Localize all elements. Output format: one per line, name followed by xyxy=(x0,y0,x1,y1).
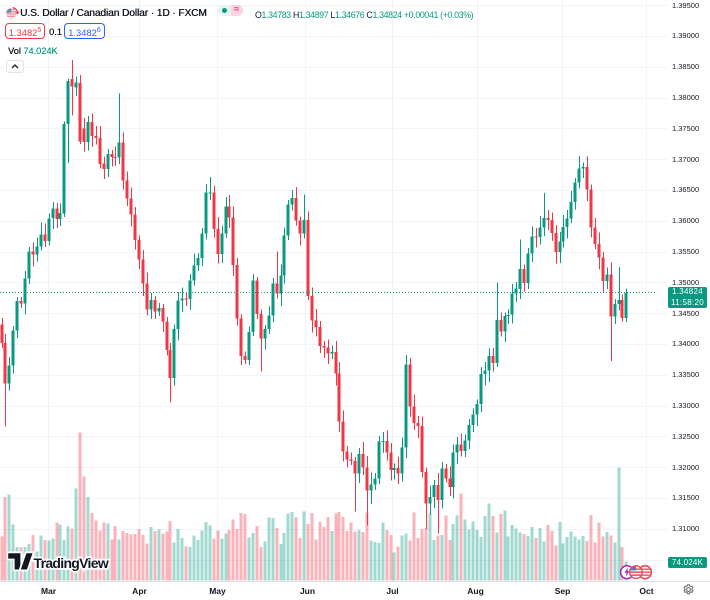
svg-text:TradingView: TradingView xyxy=(34,555,109,571)
